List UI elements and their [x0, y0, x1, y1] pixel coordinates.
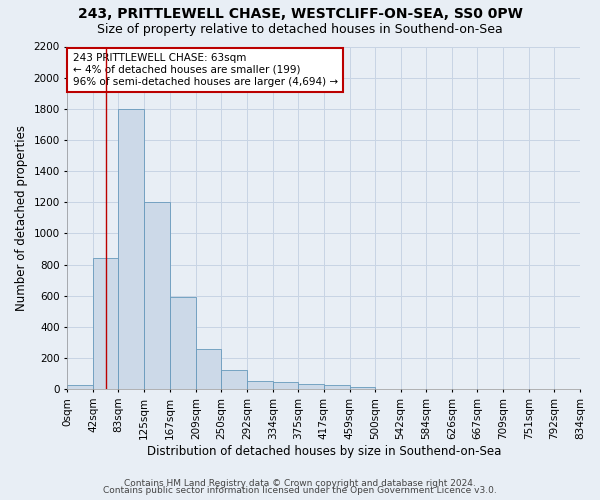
- Bar: [144, 202, 170, 389]
- Bar: [67, 385, 93, 389]
- Text: Contains HM Land Registry data © Crown copyright and database right 2024.: Contains HM Land Registry data © Crown c…: [124, 478, 476, 488]
- Bar: [350, 387, 375, 389]
- Bar: [118, 109, 144, 389]
- Bar: [170, 298, 196, 389]
- Text: 243, PRITTLEWELL CHASE, WESTCLIFF-ON-SEA, SS0 0PW: 243, PRITTLEWELL CHASE, WESTCLIFF-ON-SEA…: [77, 8, 523, 22]
- Bar: [273, 382, 298, 389]
- Text: Contains public sector information licensed under the Open Government Licence v3: Contains public sector information licen…: [103, 486, 497, 495]
- Bar: [324, 386, 350, 389]
- Bar: [221, 370, 247, 389]
- Y-axis label: Number of detached properties: Number of detached properties: [15, 125, 28, 311]
- Text: Size of property relative to detached houses in Southend-on-Sea: Size of property relative to detached ho…: [97, 22, 503, 36]
- X-axis label: Distribution of detached houses by size in Southend-on-Sea: Distribution of detached houses by size …: [146, 444, 501, 458]
- Bar: [196, 348, 221, 389]
- Bar: [247, 382, 273, 389]
- Text: 243 PRITTLEWELL CHASE: 63sqm
← 4% of detached houses are smaller (199)
96% of se: 243 PRITTLEWELL CHASE: 63sqm ← 4% of det…: [73, 54, 338, 86]
- Bar: [93, 258, 118, 389]
- Bar: [298, 384, 324, 389]
